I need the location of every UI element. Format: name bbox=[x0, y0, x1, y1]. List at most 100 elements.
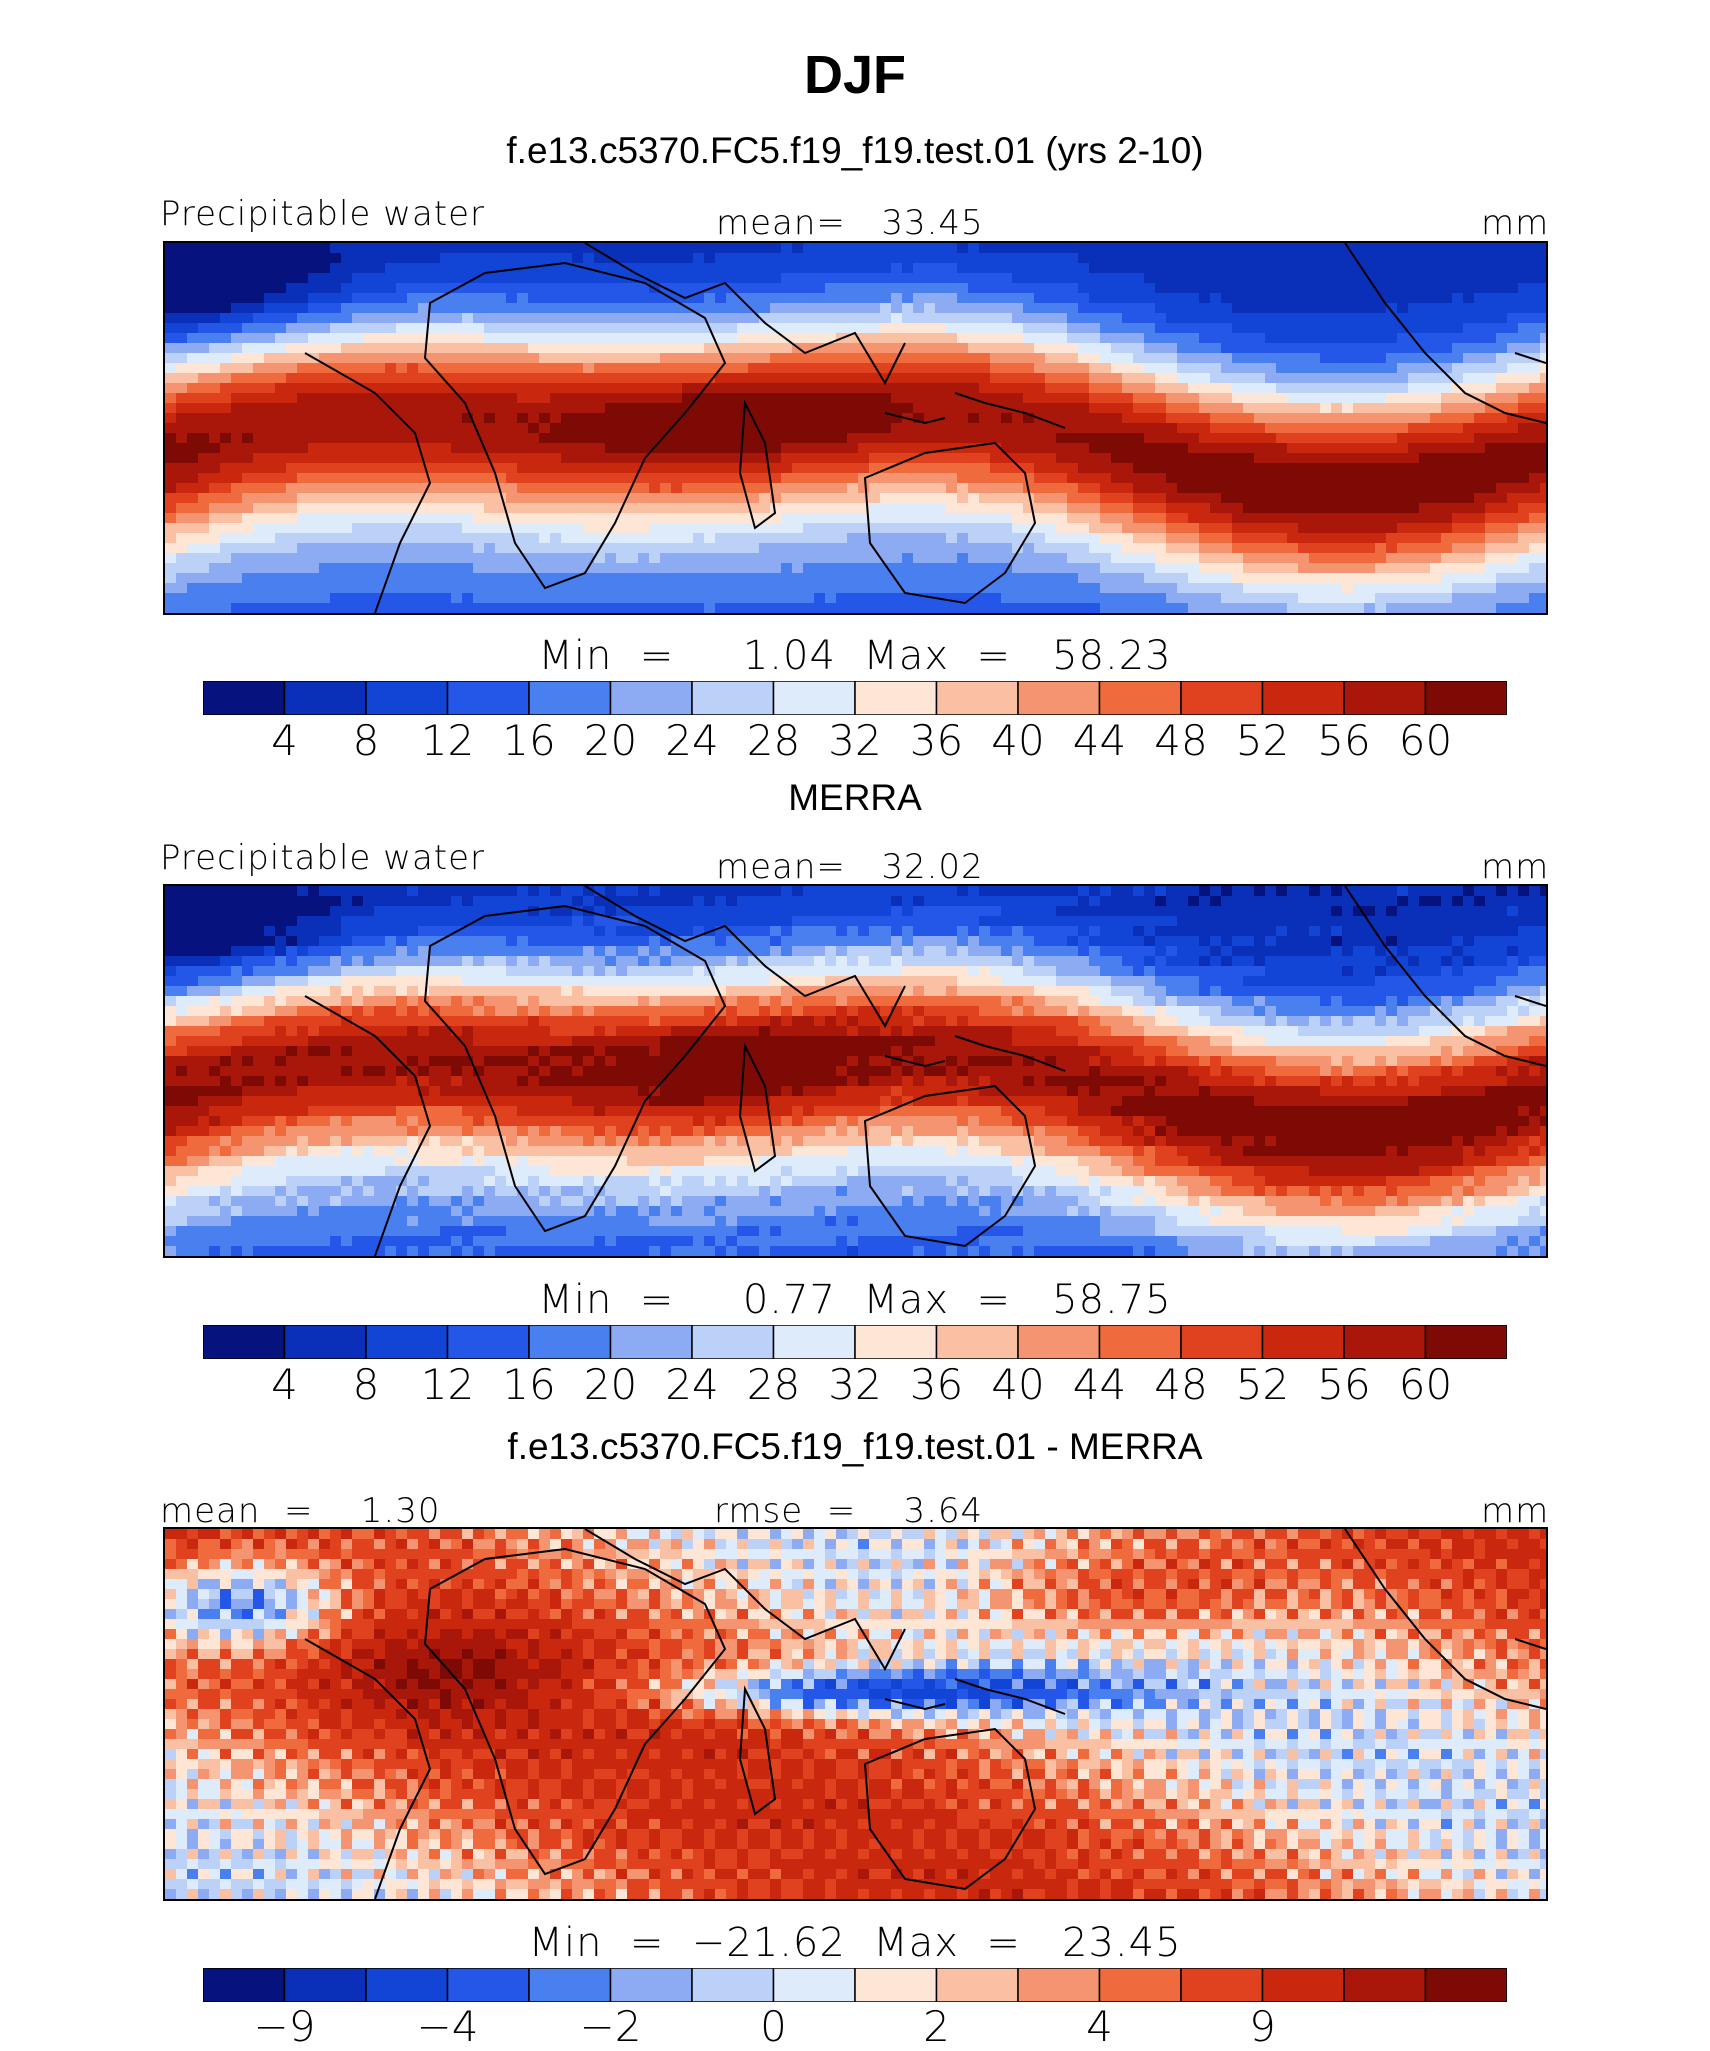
colorbar-swatch bbox=[1261, 1968, 1345, 2002]
colorbar-swatch bbox=[203, 1325, 286, 1359]
colorbar-swatch bbox=[691, 1968, 775, 2002]
colorbar-swatch bbox=[1343, 1325, 1427, 1359]
panel-1-map bbox=[163, 241, 1548, 615]
colorbar-swatch bbox=[691, 1325, 775, 1359]
colorbar-swatch bbox=[691, 681, 775, 715]
panel-2-variable-label: Precipitable water bbox=[160, 838, 486, 878]
colorbar-swatch bbox=[283, 1325, 367, 1359]
colorbar-swatch bbox=[609, 1968, 693, 2002]
colorbar-tick-label: −4 bbox=[416, 2002, 479, 2051]
panel-1-mean-label: mean= 33.45 bbox=[716, 203, 984, 243]
colorbar-swatch bbox=[772, 1968, 856, 2002]
colorbar-tick-label: 60 bbox=[1398, 1360, 1453, 1409]
colorbar-tick-label: −9 bbox=[253, 2002, 316, 2051]
colorbar-swatch bbox=[365, 1325, 449, 1359]
colorbar-tick-label: 44 bbox=[1072, 1360, 1127, 1409]
panel-3-map bbox=[163, 1527, 1548, 1901]
colorbar-swatch bbox=[1424, 1325, 1507, 1359]
colorbar-swatch bbox=[446, 1325, 530, 1359]
colorbar-tick-label: 2 bbox=[923, 2002, 950, 2051]
figure-title: DJF bbox=[803, 45, 906, 105]
panel-1-variable-label: Precipitable water bbox=[160, 194, 486, 234]
colorbar-swatch bbox=[609, 1325, 693, 1359]
panel-1-title: f.e13.c5370.FC5.f19_f19.test.01 (yrs 2-1… bbox=[506, 130, 1204, 171]
colorbar-tick-label: 16 bbox=[502, 716, 556, 765]
coastlines bbox=[304, 243, 1546, 613]
colorbar-swatch bbox=[283, 1968, 367, 2002]
colorbar-swatch bbox=[1343, 681, 1427, 715]
colorbar-tick-label: 24 bbox=[665, 716, 719, 765]
colorbar-tick-label: 12 bbox=[420, 1360, 475, 1409]
panel-1-min-max: Min = 1.04 Max = 58.23 bbox=[538, 633, 1172, 679]
colorbar-swatch bbox=[1180, 1968, 1264, 2002]
colorbar-swatch bbox=[1261, 681, 1345, 715]
panel-2-units-label: mm bbox=[1481, 847, 1550, 887]
panel-2-mean-label: mean= 32.02 bbox=[716, 847, 984, 887]
colorbar-swatch bbox=[1098, 1968, 1182, 2002]
field-contours bbox=[165, 243, 1546, 613]
colorbar-tick-label: 12 bbox=[420, 716, 475, 765]
colorbar-swatch bbox=[1017, 1968, 1101, 2002]
panel-2-min-max: Min = 0.77 Max = 58.75 bbox=[538, 1277, 1172, 1323]
panel-3-title: f.e13.c5370.FC5.f19_f19.test.01 - MERRA bbox=[507, 1426, 1203, 1467]
colorbar-tick-label: 48 bbox=[1154, 1360, 1208, 1409]
colorbar-tick-label: 28 bbox=[746, 716, 801, 765]
colorbar-swatch bbox=[935, 1325, 1019, 1359]
colorbar-swatch bbox=[935, 1968, 1019, 2002]
colorbar-tick-label: 16 bbox=[502, 1360, 556, 1409]
colorbar-swatch bbox=[854, 1968, 938, 2002]
panel-3-mean-label: mean = 1.30 bbox=[160, 1491, 441, 1531]
panel-1-colorbar bbox=[203, 681, 1507, 715]
colorbar-tick-label: 36 bbox=[909, 1360, 964, 1409]
colorbar-tick-label: 48 bbox=[1154, 716, 1208, 765]
colorbar-swatch bbox=[1424, 1968, 1507, 2002]
colorbar-tick-label: 60 bbox=[1398, 716, 1453, 765]
colorbar-tick-label: 40 bbox=[991, 716, 1045, 765]
colorbar-swatch bbox=[772, 681, 856, 715]
field-contours bbox=[165, 886, 1546, 1256]
colorbar-tick-label: 8 bbox=[352, 1360, 380, 1409]
colorbar-swatch bbox=[1017, 1325, 1101, 1359]
colorbar-swatch bbox=[283, 681, 367, 715]
colorbar-swatch bbox=[935, 681, 1019, 715]
colorbar-tick-label: 4 bbox=[271, 1360, 298, 1409]
colorbar-tick-label: 32 bbox=[828, 716, 882, 765]
colorbar-tick-label: 32 bbox=[828, 1360, 882, 1409]
colorbar-swatch bbox=[446, 1968, 530, 2002]
colorbar-swatch bbox=[1098, 1325, 1182, 1359]
colorbar-tick-label: 4 bbox=[1086, 2002, 1113, 2051]
colorbar-swatch bbox=[1261, 1325, 1345, 1359]
colorbar-tick-label: 20 bbox=[583, 1360, 638, 1409]
colorbar-tick-label: 40 bbox=[991, 1360, 1045, 1409]
colorbar-tick-label: 56 bbox=[1317, 1360, 1371, 1409]
field-contours bbox=[165, 1529, 1546, 1899]
colorbar-swatch bbox=[772, 1325, 856, 1359]
colorbar-swatch bbox=[365, 1968, 449, 2002]
coastlines bbox=[304, 886, 1546, 1256]
colorbar-tick-label: 28 bbox=[746, 1360, 801, 1409]
colorbar-swatch bbox=[1098, 681, 1182, 715]
panel-1-units-label: mm bbox=[1481, 203, 1550, 243]
colorbar-tick-label: −2 bbox=[579, 2002, 642, 2051]
colorbar-swatch bbox=[446, 681, 530, 715]
colorbar-tick-label: 9 bbox=[1249, 2002, 1276, 2051]
colorbar-tick-label: 52 bbox=[1235, 716, 1290, 765]
colorbar-swatch bbox=[1017, 681, 1101, 715]
colorbar-swatch bbox=[854, 1325, 938, 1359]
colorbar-swatch bbox=[203, 681, 286, 715]
colorbar-swatch bbox=[1180, 1325, 1264, 1359]
coastlines bbox=[304, 1529, 1546, 1899]
colorbar-swatch bbox=[365, 681, 449, 715]
colorbar-tick-label: 44 bbox=[1072, 716, 1127, 765]
colorbar-tick-label: 52 bbox=[1235, 1360, 1290, 1409]
colorbar-swatch bbox=[528, 1325, 612, 1359]
panel-3-min-max: Min = −21.62 Max = 23.45 bbox=[528, 1920, 1182, 1966]
panel-3-rmse-label: rmse = 3.64 bbox=[714, 1491, 984, 1531]
colorbar-tick-label: 20 bbox=[583, 716, 638, 765]
colorbar-swatch bbox=[203, 1968, 286, 2002]
colorbar-tick-label: 4 bbox=[271, 716, 298, 765]
colorbar-tick-label: 8 bbox=[352, 716, 380, 765]
panel-3-units-label: mm bbox=[1481, 1491, 1550, 1531]
colorbar-swatch bbox=[854, 681, 938, 715]
panel-2-title: MERRA bbox=[788, 777, 922, 818]
